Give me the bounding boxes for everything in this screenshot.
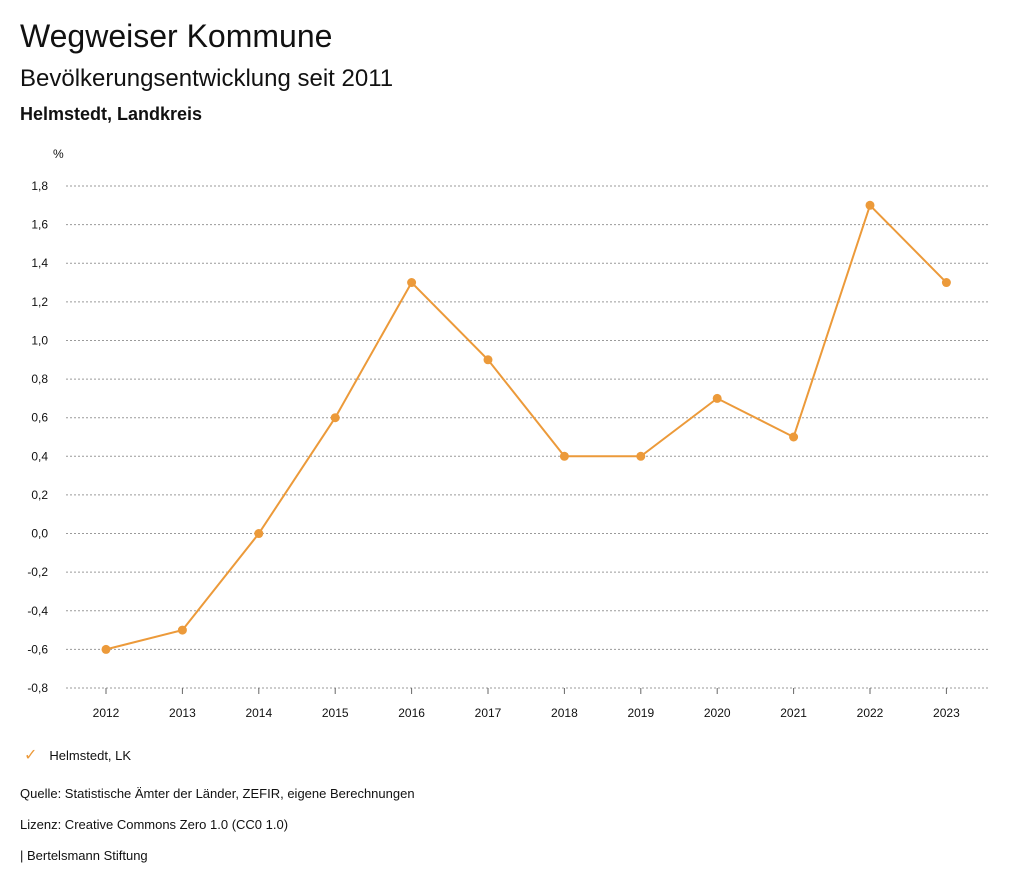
x-tick-label: 2012	[93, 706, 120, 720]
x-tick-label: 2015	[322, 706, 349, 720]
chart-subtitle: Bevölkerungsentwicklung seit 2011	[20, 65, 394, 92]
page-title: Wegweiser Kommune	[20, 18, 333, 54]
data-point[interactable]	[254, 529, 264, 539]
y-unit-label: %	[53, 147, 64, 161]
data-point[interactable]	[636, 451, 646, 461]
y-tick-label: 0,4	[31, 449, 48, 463]
legend-item-helmstedt[interactable]: ✓ Helmstedt, LK	[24, 745, 131, 765]
y-tick-label: 0,2	[31, 488, 48, 502]
x-tick-label: 2022	[857, 706, 884, 720]
y-tick-label: -0,8	[27, 681, 48, 695]
data-point[interactable]	[330, 413, 340, 423]
y-tick-label: 1,8	[31, 179, 48, 193]
y-tick-label: -0,2	[27, 565, 48, 579]
region-label: Helmstedt, Landkreis	[20, 104, 203, 124]
grid-lines	[66, 185, 990, 689]
data-point[interactable]	[483, 355, 493, 365]
source-note: Quelle: Statistische Ämter der Länder, Z…	[20, 786, 415, 801]
line-chart: 1,8 1,6 1,4 1,2 1,0 0,8 0,6 0,4 0,2 0,0 -0,2 -0,4 -0…	[27, 147, 990, 720]
legend-label: Helmstedt, LK	[49, 747, 132, 763]
x-tick-label: 2017	[475, 706, 502, 720]
y-tick-label: 1,0	[31, 333, 48, 347]
data-point[interactable]	[789, 432, 799, 442]
data-point[interactable]	[865, 200, 875, 210]
y-tick-label: -0,6	[27, 642, 48, 656]
x-tick-label: 2023	[933, 706, 960, 720]
y-tick-label: 1,2	[31, 295, 48, 309]
y-tick-label: 0,8	[31, 372, 48, 386]
x-tick-label: 2021	[780, 706, 807, 720]
series-helmstedt	[101, 200, 951, 654]
x-tick-labels: 2012 2013 2014 2015 2016 2017 2018 2019 2020 2021…	[93, 688, 960, 720]
y-tick-label: 0,0	[31, 527, 48, 541]
y-tick-labels: 1,8 1,6 1,4 1,2 1,0 0,8 0,6 0,4 0,2 0,0 -0,2 -0,4 -0…	[27, 179, 48, 695]
x-tick-label: 2019	[627, 706, 654, 720]
data-point[interactable]	[101, 644, 111, 654]
x-tick-label: 2014	[245, 706, 272, 720]
data-point[interactable]	[559, 451, 569, 461]
data-point[interactable]	[407, 278, 417, 288]
license-note: Lizenz: Creative Commons Zero 1.0 (CC0 1…	[20, 817, 289, 832]
x-tick-label: 2018	[551, 706, 578, 720]
check-icon: ✓	[24, 747, 38, 764]
data-point[interactable]	[177, 625, 187, 635]
publisher-note: | Bertelsmann Stiftung	[20, 848, 148, 863]
y-tick-label: 0,6	[31, 411, 48, 425]
y-tick-label: -0,4	[27, 604, 48, 618]
x-tick-label: 2013	[169, 706, 196, 720]
data-point[interactable]	[712, 393, 722, 403]
x-tick-label: 2016	[398, 706, 425, 720]
y-tick-label: 1,4	[31, 256, 48, 270]
y-tick-label: 1,6	[31, 218, 48, 232]
series-line	[105, 203, 948, 651]
x-tick-label: 2020	[704, 706, 731, 720]
data-point[interactable]	[941, 278, 951, 288]
